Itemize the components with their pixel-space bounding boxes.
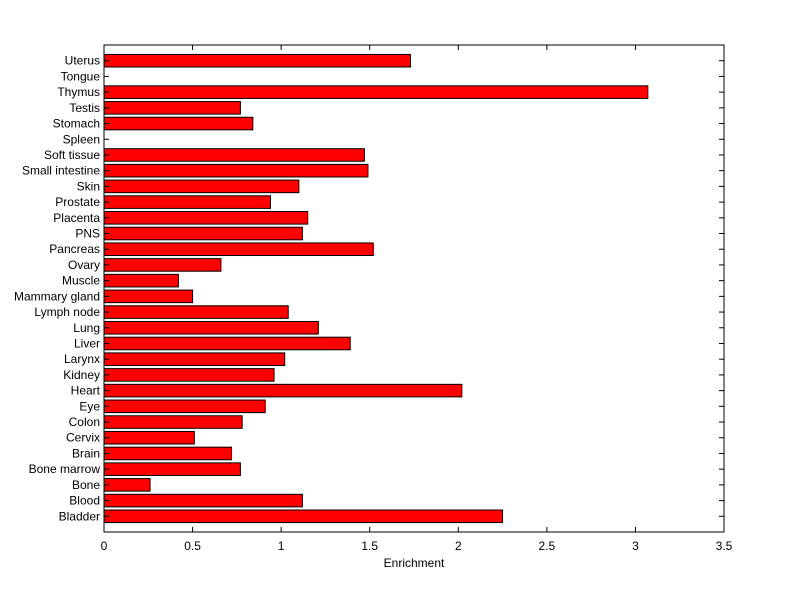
y-tick-label: Heart bbox=[71, 384, 101, 398]
bar-heart bbox=[103, 383, 463, 398]
bar-pns bbox=[103, 226, 303, 241]
y-tick-label: Soft tissue bbox=[44, 148, 100, 162]
bar-uterus bbox=[103, 53, 411, 68]
bar-pancreas bbox=[103, 242, 374, 257]
y-tick-label: Bladder bbox=[59, 509, 100, 523]
y-tick-label: Blood bbox=[69, 494, 100, 508]
x-tick-label: 1 bbox=[278, 539, 285, 553]
y-tick-label: Tongue bbox=[61, 69, 101, 83]
y-tick-label: Bone bbox=[72, 478, 100, 492]
bar-bladder bbox=[103, 509, 504, 524]
y-tick-label: Skin bbox=[77, 179, 100, 193]
y-tick-label: Lymph node bbox=[34, 305, 100, 319]
y-tick-label: Testis bbox=[69, 101, 100, 115]
y-tick-label: Muscle bbox=[62, 274, 100, 288]
bar-lung bbox=[103, 320, 319, 335]
y-tick-label: Mammary gland bbox=[14, 289, 100, 303]
y-tick-label: Stomach bbox=[53, 117, 100, 131]
y-tick-label: Colon bbox=[69, 415, 100, 429]
y-tick-label: Prostate bbox=[55, 195, 100, 209]
bar-ovary bbox=[103, 258, 222, 272]
bar-skin bbox=[103, 179, 300, 194]
y-tick-label: Larynx bbox=[64, 352, 100, 366]
bar-eye bbox=[103, 399, 266, 414]
x-tick-label: 2.5 bbox=[539, 539, 556, 553]
x-tick-label: 3 bbox=[632, 539, 639, 553]
y-tick-label: Uterus bbox=[65, 54, 100, 68]
y-tick-label: Thymus bbox=[57, 85, 100, 99]
y-tick-label: Eye bbox=[79, 399, 100, 413]
x-axis-label: Enrichment bbox=[384, 556, 445, 570]
bar-prostate bbox=[103, 195, 272, 209]
bar-cervix bbox=[103, 430, 195, 445]
x-tick-label: 0.5 bbox=[184, 539, 201, 553]
bar-colon bbox=[103, 415, 243, 429]
y-tick-label: Lung bbox=[73, 321, 100, 335]
y-tick-label: Brain bbox=[72, 446, 100, 460]
y-tick-label: Placenta bbox=[53, 211, 100, 225]
y-tick-label: PNS bbox=[75, 227, 100, 241]
y-tick-label: Pancreas bbox=[49, 242, 100, 256]
bar-larynx bbox=[103, 352, 286, 366]
y-tick-label: Bone marrow bbox=[29, 462, 101, 476]
bar-soft-tissue bbox=[103, 148, 365, 162]
bar-brain bbox=[103, 446, 233, 461]
bar-blood bbox=[103, 493, 303, 508]
plot-frame bbox=[103, 44, 725, 533]
x-tick-labels: 0 0.5 1 1.5 2 2.5 3 3.5 bbox=[101, 539, 733, 553]
bar-bone bbox=[103, 478, 151, 492]
y-tick-label: Ovary bbox=[68, 258, 100, 272]
y-tick-label: Liver bbox=[74, 336, 100, 350]
x-tick-label: 2 bbox=[455, 539, 462, 553]
bar-mammary-gland bbox=[103, 289, 194, 304]
bar-lymph-node bbox=[103, 305, 289, 319]
y-tick-label: Spleen bbox=[63, 132, 100, 146]
x-tick-label: 0 bbox=[101, 539, 108, 553]
y-tick-label: Small intestine bbox=[22, 164, 100, 178]
bar-testis bbox=[103, 101, 241, 115]
bar-placenta bbox=[103, 211, 309, 225]
bar-liver bbox=[103, 336, 351, 351]
bar-kidney bbox=[103, 368, 275, 382]
bar-small-intestine bbox=[103, 163, 369, 178]
bar-thymus bbox=[103, 85, 649, 99]
x-tick-label: 3.5 bbox=[716, 539, 733, 553]
bar-bone-marrow bbox=[103, 462, 241, 476]
bar-stomach bbox=[103, 116, 254, 131]
x-tick-label: 1.5 bbox=[361, 539, 378, 553]
bar-muscle bbox=[103, 273, 179, 288]
y-tick-label: Kidney bbox=[63, 368, 100, 382]
y-tick-label: Cervix bbox=[66, 431, 100, 445]
